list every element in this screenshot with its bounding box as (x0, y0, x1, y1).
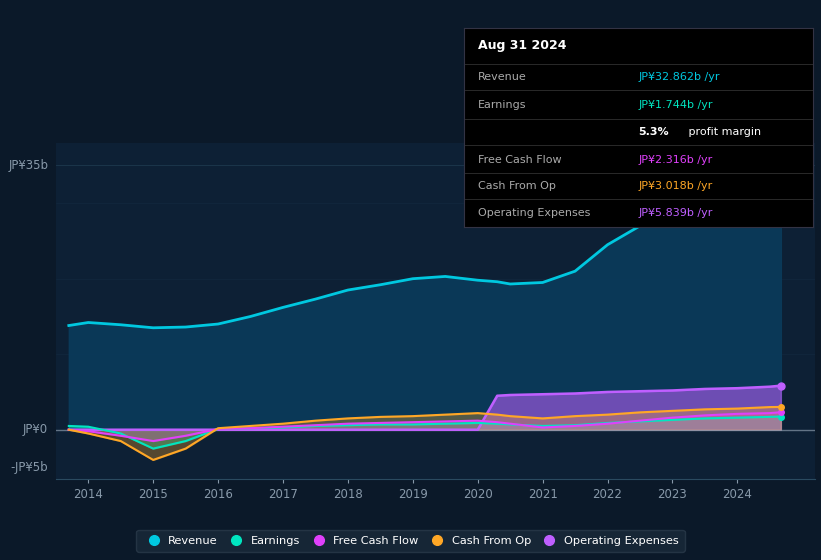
Text: JP¥32.862b /yr: JP¥32.862b /yr (639, 72, 720, 82)
Text: Operating Expenses: Operating Expenses (478, 208, 590, 218)
Text: JP¥3.018b /yr: JP¥3.018b /yr (639, 181, 713, 191)
Text: Aug 31 2024: Aug 31 2024 (478, 39, 566, 53)
Text: profit margin: profit margin (686, 127, 762, 137)
Text: -JP¥5b: -JP¥5b (11, 461, 48, 474)
Text: JP¥0: JP¥0 (23, 423, 48, 436)
Text: Free Cash Flow: Free Cash Flow (478, 155, 562, 165)
Text: Revenue: Revenue (478, 72, 526, 82)
Text: JP¥5.839b /yr: JP¥5.839b /yr (639, 208, 713, 218)
Text: Earnings: Earnings (478, 100, 526, 110)
Text: JP¥2.316b /yr: JP¥2.316b /yr (639, 155, 713, 165)
Text: JP¥35b: JP¥35b (8, 159, 48, 172)
Legend: Revenue, Earnings, Free Cash Flow, Cash From Op, Operating Expenses: Revenue, Earnings, Free Cash Flow, Cash … (136, 530, 685, 552)
Text: 5.3%: 5.3% (639, 127, 669, 137)
Text: Cash From Op: Cash From Op (478, 181, 556, 191)
Text: JP¥1.744b /yr: JP¥1.744b /yr (639, 100, 713, 110)
